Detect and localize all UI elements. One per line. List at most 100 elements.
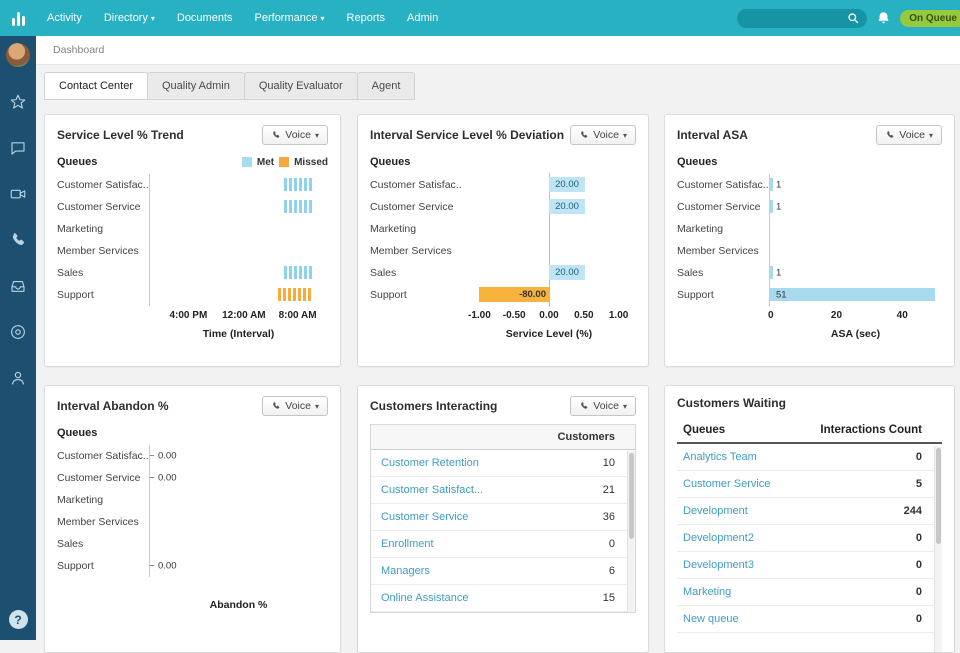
table-row: Customer Satisfact... 21: [371, 477, 635, 504]
queue-link[interactable]: Analytics Team: [683, 451, 757, 463]
card-title: Interval Service Level % Deviation: [370, 128, 565, 142]
video-call-icon[interactable]: [9, 185, 27, 203]
nav-item-documents[interactable]: Documents: [176, 12, 233, 24]
breadcrumb-bar: Dashboard: [36, 36, 960, 65]
queue-link[interactable]: Online Assistance: [381, 592, 469, 604]
queue-link[interactable]: Managers: [381, 565, 430, 577]
chat-icon[interactable]: [9, 139, 27, 157]
queue-link[interactable]: Marketing: [683, 586, 732, 598]
favorites-star-icon[interactable]: [9, 93, 27, 111]
queue-link[interactable]: Customer Retention: [381, 457, 479, 469]
queue-link[interactable]: Customer Satisfact...: [381, 484, 484, 496]
card-customers-waiting: Customers Waiting Queues Interactions Co…: [664, 385, 955, 653]
x-axis-label: Service Level (%): [505, 328, 593, 340]
queues-heading: Queues: [57, 156, 98, 168]
deviation-bar-negative[interactable]: -80.00: [479, 287, 549, 302]
performance-target-icon[interactable]: [9, 323, 27, 341]
card-title: Customers Waiting: [677, 396, 786, 410]
voice-filter-button[interactable]: Voice ▾: [262, 125, 328, 145]
table-row: Customer Retention 10: [371, 450, 635, 477]
deviation-bar[interactable]: 20.00: [549, 199, 585, 214]
queue-link[interactable]: Customer Service: [683, 478, 771, 490]
vertical-scrollbar[interactable]: [934, 446, 942, 652]
chevron-down-icon: ▾: [314, 401, 319, 411]
chart-row: Member Services: [57, 511, 328, 533]
global-search[interactable]: [737, 8, 868, 28]
vertical-scrollbar[interactable]: [627, 451, 635, 612]
customers-waiting-table: Queues Interactions Count Analytics Team…: [677, 418, 942, 652]
table-row: Customer Service 36: [371, 504, 635, 531]
queue-link[interactable]: Development2: [683, 532, 754, 544]
scrollbar-thumb[interactable]: [629, 453, 634, 539]
tab-quality-evaluator[interactable]: Quality Evaluator: [243, 72, 358, 100]
voice-filter-button[interactable]: Voice ▾: [570, 125, 636, 145]
top-right-controls: On Queue: [737, 8, 960, 28]
queue-link[interactable]: Customer Service: [381, 511, 469, 523]
chart-row: Sales 1: [677, 262, 942, 284]
nav-item-activity[interactable]: Activity: [47, 12, 82, 24]
chart-row: Support: [57, 284, 328, 306]
nav-item-performance[interactable]: Performance ▾: [254, 11, 325, 24]
asa-bar[interactable]: [770, 266, 773, 279]
table-row: Development 244: [677, 498, 942, 525]
queues-heading: Queues: [370, 156, 411, 168]
table-header: Customers: [371, 425, 635, 450]
chevron-down-icon: ▾: [320, 13, 325, 23]
agents-person-icon[interactable]: [9, 369, 27, 387]
top-nav-bar: Activity Directory ▾ Documents Performanc…: [0, 0, 960, 36]
inbox-icon[interactable]: [9, 277, 27, 295]
card-title: Interval ASA: [677, 128, 748, 142]
chart-row: Support 51: [677, 284, 942, 306]
chart-row: Member Services: [370, 239, 636, 263]
chevron-down-icon: ▾: [622, 401, 627, 411]
card-title: Customers Interacting: [370, 399, 498, 413]
search-input[interactable]: [747, 12, 848, 24]
nav-item-directory[interactable]: Directory ▾: [103, 11, 155, 24]
chevron-down-icon: ▾: [150, 13, 155, 23]
breadcrumb[interactable]: Dashboard: [53, 44, 105, 56]
x-axis-label: Time (Interval): [202, 328, 275, 340]
phone-icon: [273, 402, 280, 409]
nav-item-admin[interactable]: Admin: [407, 12, 439, 24]
x-axis-ticks: 0 20 40: [767, 310, 908, 321]
voice-filter-button[interactable]: Voice ▾: [876, 125, 942, 145]
scrollbar-thumb[interactable]: [936, 448, 941, 544]
nav-item-reports[interactable]: Reports: [346, 12, 386, 24]
met-bar[interactable]: [283, 266, 312, 279]
voice-filter-button[interactable]: Voice ▾: [262, 396, 328, 416]
card-interval-asa: Interval ASA Voice ▾ Queues Customer Sat…: [664, 114, 955, 367]
deviation-bar[interactable]: 20.00: [549, 177, 585, 192]
x-axis-label: ASA (sec): [830, 328, 881, 340]
voice-filter-button[interactable]: Voice ▾: [570, 396, 636, 416]
queue-link[interactable]: Enrollment: [381, 538, 434, 550]
table-header: Queues Interactions Count: [677, 418, 942, 444]
deviation-bar[interactable]: 20.00: [549, 265, 585, 280]
queue-link[interactable]: Development: [683, 505, 748, 517]
met-bar[interactable]: [283, 200, 312, 213]
on-queue-status-badge[interactable]: On Queue: [900, 9, 960, 27]
chart-row: Sales: [57, 533, 328, 555]
tab-contact-center[interactable]: Contact Center: [44, 72, 148, 100]
phone-icon[interactable]: [9, 231, 27, 249]
user-avatar[interactable]: [6, 43, 30, 67]
queue-link[interactable]: Development3: [683, 559, 754, 571]
chart-row: Customer Satisfac... 1: [677, 174, 942, 196]
asa-bar[interactable]: [770, 178, 773, 191]
table-row: Customer Service 5: [677, 471, 942, 498]
table-row: Marketing 0: [677, 579, 942, 606]
chart-row: Sales: [57, 262, 328, 284]
app-logo[interactable]: [0, 10, 36, 26]
asa-bar[interactable]: [770, 200, 773, 213]
tab-quality-admin[interactable]: Quality Admin: [146, 72, 245, 100]
card-title: Interval Abandon %: [57, 399, 169, 413]
tab-agent[interactable]: Agent: [356, 72, 416, 100]
missed-bar[interactable]: [278, 288, 312, 301]
chart-row: Member Services: [57, 240, 328, 262]
help-icon[interactable]: ?: [8, 610, 28, 629]
notifications-bell-icon[interactable]: [876, 11, 891, 26]
queue-link[interactable]: New queue: [683, 613, 739, 625]
met-bar[interactable]: [283, 178, 312, 191]
main-nav: Activity Directory ▾ Documents Performanc…: [36, 0, 449, 37]
asa-bar[interactable]: [770, 288, 936, 301]
chart-rows: Customer Satisfac... 20.00 Customer Servi…: [370, 173, 636, 307]
